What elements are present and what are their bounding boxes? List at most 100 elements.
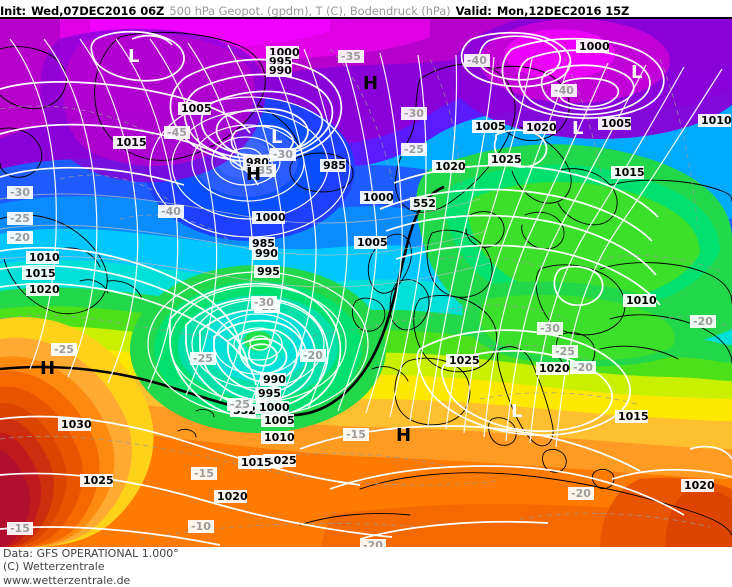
svg-text:-35: -35	[341, 50, 361, 63]
map-svg: 1005101510101015102010301025100099599098…	[0, 19, 732, 548]
temperature-label: -20	[300, 349, 326, 362]
svg-text:1020: 1020	[217, 490, 248, 503]
temperature-label: -15	[343, 428, 369, 441]
svg-text:1015: 1015	[116, 136, 147, 149]
svg-text:-45: -45	[167, 126, 187, 139]
svg-text:-40: -40	[554, 84, 574, 97]
svg-text:1015: 1015	[25, 267, 56, 280]
high-pressure-marker: H	[246, 164, 261, 185]
svg-text:-20: -20	[693, 315, 713, 328]
temperature-label: -25	[190, 352, 216, 365]
valid-value: Mon,12DEC2016 15Z	[496, 4, 630, 17]
isobar-label: 1015	[22, 267, 56, 280]
isobar-label: 1005	[598, 117, 632, 130]
temperature-label: -30	[251, 296, 277, 309]
svg-text:995: 995	[257, 265, 280, 278]
svg-text:1015: 1015	[614, 166, 645, 179]
isobar-label: 1030	[58, 418, 92, 431]
field-description: 500 hPa Geopot. (gpdm), T (C), Bodendruc…	[169, 4, 451, 17]
svg-text:-20: -20	[303, 349, 323, 362]
svg-text:1005: 1005	[475, 120, 506, 133]
svg-text:1000: 1000	[579, 40, 610, 53]
temperature-label: -30	[537, 322, 563, 335]
temperature-label: -15	[7, 522, 33, 535]
svg-text:-15: -15	[346, 428, 366, 441]
svg-text:990: 990	[263, 373, 286, 386]
isobar-label: 1000	[576, 40, 610, 53]
svg-text:1005: 1005	[264, 414, 295, 427]
svg-text:1025: 1025	[491, 153, 522, 166]
svg-text:-35: -35	[253, 164, 273, 177]
weather-map-canvas[interactable]: 1005 1015 1010 1015 1020 1030 1025 1000 995 990 98…	[0, 17, 732, 549]
footer-data-source: Data: GFS OPERATIONAL 1.000°	[3, 547, 179, 560]
isobar-label: 990	[252, 247, 278, 260]
svg-text:1025: 1025	[266, 454, 297, 467]
svg-text:-20: -20	[573, 361, 593, 374]
svg-text:-25: -25	[193, 352, 213, 365]
svg-text:985: 985	[252, 237, 275, 250]
isobar-label: 1025	[446, 354, 480, 367]
svg-text:1010: 1010	[701, 114, 732, 127]
map-footer: Data: GFS OPERATIONAL 1.000° (C) Wetterz…	[0, 547, 732, 587]
temperature-label: -20	[570, 361, 596, 374]
map-header: Init: Wed,07DEC2016 06Z 500 hPa Geopot. …	[0, 0, 732, 17]
svg-text:1020: 1020	[684, 479, 715, 492]
temperature-label: -35	[250, 164, 276, 177]
isobar-label: 985	[320, 159, 346, 172]
svg-text:1015: 1015	[241, 456, 272, 469]
svg-text:1025: 1025	[449, 354, 480, 367]
svg-text:1000: 1000	[259, 401, 290, 414]
svg-text:1010: 1010	[264, 431, 295, 444]
isobar-label: 1005	[354, 236, 388, 249]
svg-text:995: 995	[258, 387, 281, 400]
svg-text:-40: -40	[161, 205, 181, 218]
isobar-label: 995	[254, 265, 280, 278]
isobar-label: 1020	[536, 362, 570, 375]
temperature-label: -20	[7, 231, 33, 244]
footer-website[interactable]: www.wetterzentrale.de	[3, 573, 131, 587]
svg-text:-30: -30	[540, 322, 560, 335]
temperature-label: -20	[690, 315, 716, 328]
svg-text:990: 990	[255, 247, 278, 260]
geopotential-label: 552	[410, 197, 436, 210]
temperature-label: -20	[568, 487, 594, 500]
svg-text:-20: -20	[571, 487, 591, 500]
isobar-label: 990	[266, 64, 292, 77]
svg-text:-30: -30	[404, 107, 424, 120]
footer-text-block: Data: GFS OPERATIONAL 1.000° (C) Wetterz…	[3, 547, 179, 587]
init-value: Wed,07DEC2016 06Z	[31, 4, 165, 17]
temperature-label: -30	[401, 107, 427, 120]
temperature-label: -25	[401, 143, 427, 156]
isobar-label: 1010	[261, 431, 295, 444]
svg-text:-20: -20	[10, 231, 30, 244]
temperature-label: -30	[270, 148, 296, 161]
temperature-label: -40	[158, 205, 184, 218]
isobar-label: 1000	[360, 191, 394, 204]
isobar-label: 1020	[214, 490, 248, 503]
svg-text:985: 985	[323, 159, 346, 172]
svg-text:-25: -25	[404, 143, 424, 156]
isobar-label: 1000	[256, 401, 290, 414]
svg-text:1000: 1000	[255, 211, 286, 224]
temperature-label: -15	[191, 467, 217, 480]
isobar-label: 1015	[238, 456, 272, 469]
svg-text:1005: 1005	[357, 236, 388, 249]
temperature-label: -40	[464, 54, 490, 67]
svg-text:-15: -15	[194, 467, 214, 480]
high-pressure-marker: H	[40, 358, 55, 379]
isobar-label: 1015	[113, 136, 147, 149]
isobar-label: 1020	[26, 283, 60, 296]
svg-text:-15: -15	[10, 522, 30, 535]
isobar-label: 1020	[523, 121, 557, 134]
svg-text:1015: 1015	[618, 410, 649, 423]
svg-text:1010: 1010	[626, 294, 657, 307]
temperature-label: -25	[7, 212, 33, 225]
svg-text:1020: 1020	[539, 362, 570, 375]
isobar-label: 1010	[623, 294, 657, 307]
low-pressure-marker: L	[511, 401, 522, 422]
svg-text:1020: 1020	[435, 160, 466, 173]
svg-text:1020: 1020	[29, 283, 60, 296]
low-pressure-marker: L	[128, 46, 139, 67]
temperature-label: -30	[7, 186, 33, 199]
